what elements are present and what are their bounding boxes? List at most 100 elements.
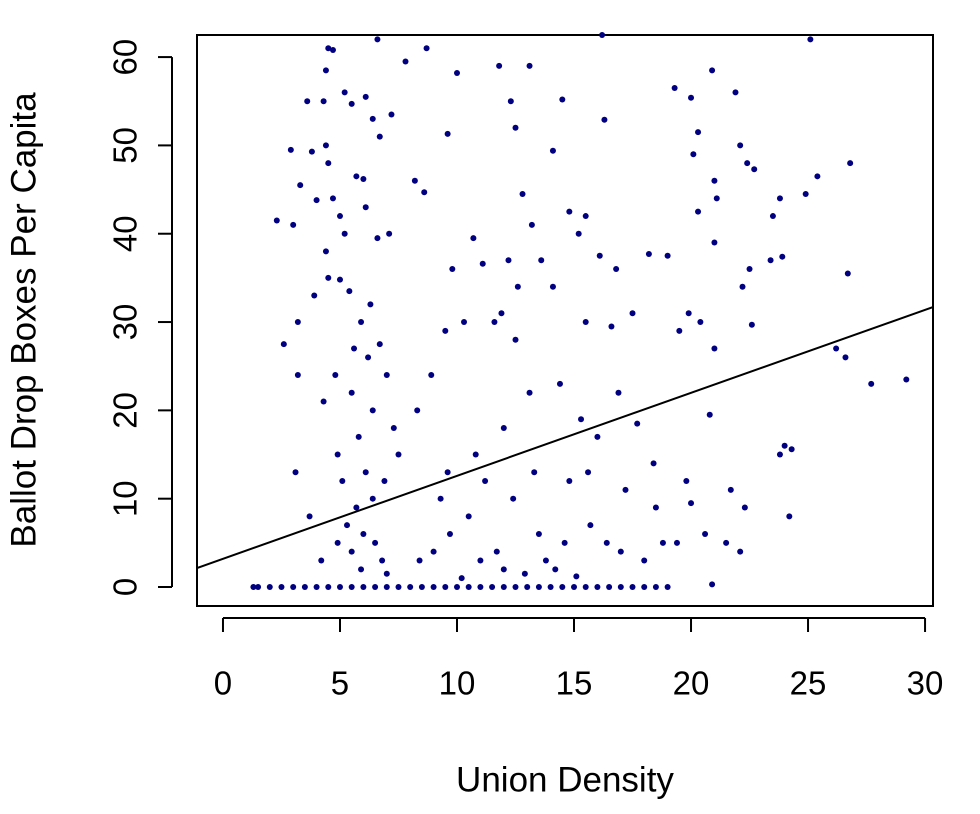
point [737, 548, 744, 555]
point [292, 469, 299, 476]
point [353, 173, 360, 180]
point [374, 235, 381, 242]
point [641, 557, 648, 564]
point [372, 584, 379, 591]
point [641, 584, 648, 591]
point [442, 584, 449, 591]
point [444, 469, 451, 476]
point [596, 252, 603, 259]
point [582, 213, 589, 220]
y-tick-label: 40 [107, 215, 144, 252]
point [688, 94, 695, 101]
point [477, 584, 484, 591]
trend-line [196, 306, 934, 569]
point [833, 345, 840, 352]
point [512, 584, 519, 591]
point [365, 354, 372, 361]
point [622, 486, 629, 493]
point [671, 84, 678, 91]
point [521, 570, 528, 577]
point [781, 442, 788, 449]
point [348, 584, 355, 591]
point [727, 486, 734, 493]
y-tick-label: 50 [107, 127, 144, 164]
point [311, 292, 318, 299]
point [444, 130, 451, 137]
point [329, 47, 336, 54]
point [652, 584, 659, 591]
point [376, 341, 383, 348]
point [304, 98, 311, 105]
point [290, 221, 297, 228]
point [617, 584, 624, 591]
point [528, 221, 535, 228]
point [746, 266, 753, 273]
point [744, 160, 751, 167]
point [325, 45, 332, 52]
point [414, 407, 421, 414]
point [500, 425, 507, 432]
point [491, 319, 498, 326]
point [421, 189, 428, 196]
point [634, 420, 641, 427]
point [369, 495, 376, 502]
point [903, 376, 910, 383]
point [606, 584, 613, 591]
point [608, 323, 615, 330]
point [322, 142, 329, 149]
point [578, 416, 585, 423]
point [320, 398, 327, 405]
point [594, 584, 601, 591]
plot-frame [196, 34, 934, 607]
point [587, 522, 594, 529]
y-tick-label: 0 [107, 578, 144, 596]
point [538, 257, 545, 264]
point [571, 584, 578, 591]
point [769, 213, 776, 220]
point [709, 67, 716, 74]
point [386, 230, 393, 237]
x-tick-label: 10 [439, 665, 476, 702]
point [549, 147, 556, 154]
point [505, 257, 512, 264]
point [547, 584, 554, 591]
point [500, 566, 507, 573]
point [362, 469, 369, 476]
point [472, 451, 479, 458]
point [802, 190, 809, 197]
point [594, 433, 601, 440]
point [395, 451, 402, 458]
point [379, 557, 386, 564]
point [280, 341, 287, 348]
point [266, 584, 273, 591]
point [423, 45, 430, 52]
point [428, 372, 435, 379]
point [348, 100, 355, 107]
point [489, 584, 496, 591]
point [807, 36, 814, 43]
point [322, 67, 329, 74]
point [355, 433, 362, 440]
point [362, 93, 369, 100]
point [416, 557, 423, 564]
point [442, 327, 449, 334]
point [748, 321, 755, 328]
point [847, 160, 854, 167]
point [313, 584, 320, 591]
point [601, 116, 608, 123]
point [713, 195, 720, 202]
x-tick-label: 30 [907, 665, 944, 702]
point [458, 575, 465, 582]
point [376, 133, 383, 140]
point [395, 584, 402, 591]
point [334, 451, 341, 458]
point [449, 266, 456, 273]
point [585, 469, 592, 476]
point [250, 584, 257, 591]
point [290, 584, 297, 591]
point [556, 380, 563, 387]
point [507, 98, 514, 105]
point [673, 539, 680, 546]
point [369, 115, 376, 122]
point [318, 557, 325, 564]
